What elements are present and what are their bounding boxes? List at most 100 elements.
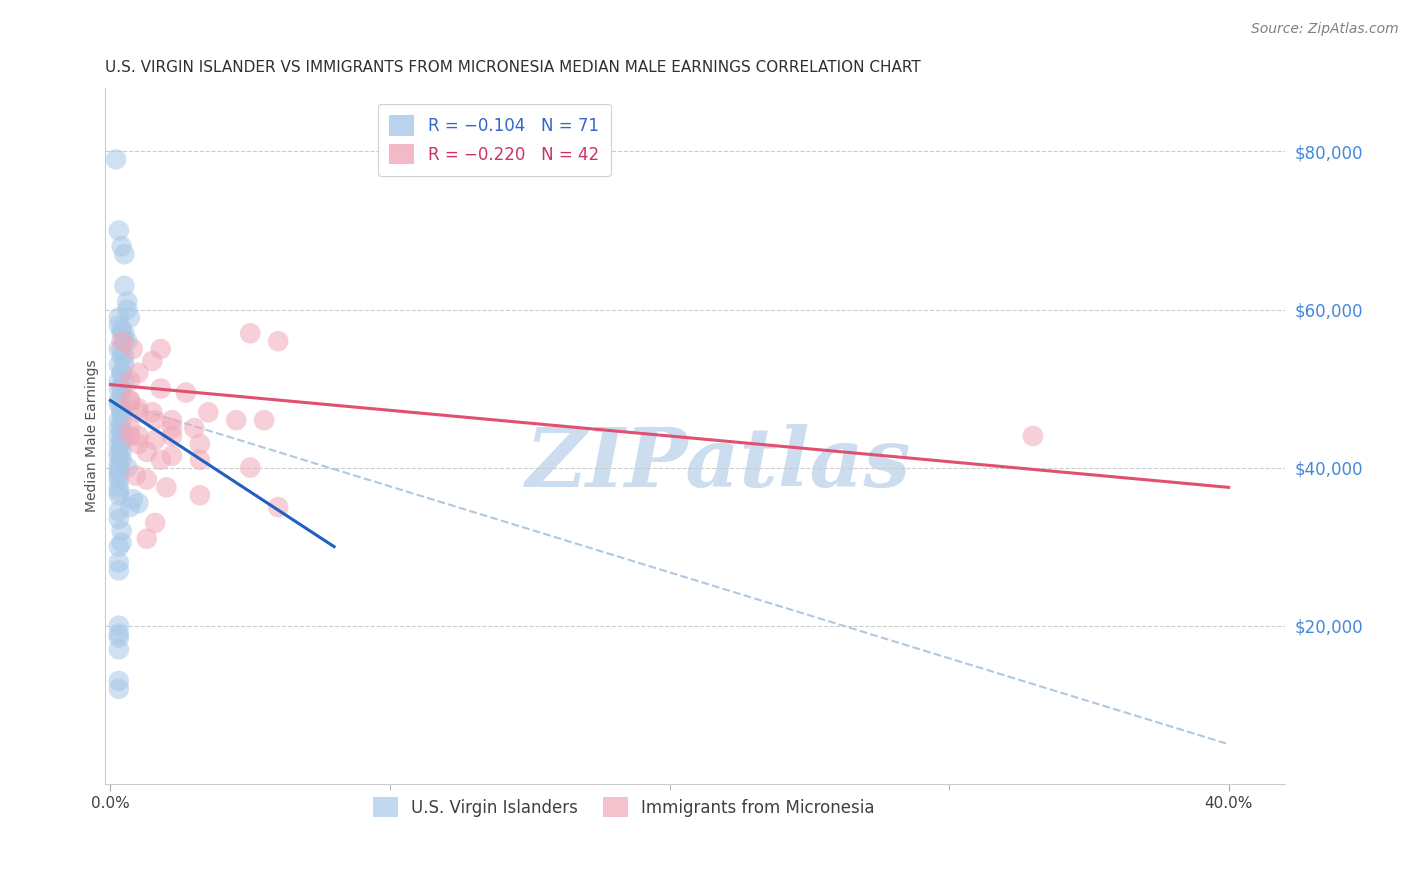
Point xyxy=(108,342,131,356)
Point xyxy=(108,460,131,475)
Point xyxy=(118,310,141,325)
Point xyxy=(111,433,134,447)
Point xyxy=(124,468,146,483)
Point xyxy=(108,473,131,487)
Point xyxy=(118,374,141,388)
Point xyxy=(112,247,135,261)
Y-axis label: Median Male Earnings: Median Male Earnings xyxy=(86,359,100,512)
Point xyxy=(112,358,135,372)
Point xyxy=(143,413,166,427)
Point xyxy=(127,401,149,416)
Point xyxy=(108,413,131,427)
Point xyxy=(118,500,141,515)
Point xyxy=(108,223,131,237)
Point xyxy=(108,465,131,479)
Point xyxy=(108,484,131,499)
Point xyxy=(105,153,128,167)
Point xyxy=(111,445,134,459)
Point xyxy=(197,405,219,419)
Point xyxy=(108,429,131,443)
Point xyxy=(108,673,131,688)
Point xyxy=(115,334,138,348)
Point xyxy=(108,318,131,333)
Text: ZIPatlas: ZIPatlas xyxy=(526,424,911,504)
Point xyxy=(118,429,141,443)
Point xyxy=(111,342,134,356)
Point xyxy=(112,374,135,388)
Legend: U.S. Virgin Islanders, Immigrants from Micronesia: U.S. Virgin Islanders, Immigrants from M… xyxy=(366,790,882,824)
Point xyxy=(127,496,149,510)
Point xyxy=(108,358,131,372)
Point xyxy=(118,393,141,408)
Point xyxy=(108,393,131,408)
Point xyxy=(115,460,138,475)
Point xyxy=(188,488,211,502)
Point xyxy=(111,366,134,380)
Point xyxy=(111,382,134,396)
Point xyxy=(111,405,134,419)
Point xyxy=(108,374,131,388)
Point xyxy=(149,452,172,467)
Point xyxy=(188,437,211,451)
Point xyxy=(112,350,135,364)
Point xyxy=(155,480,177,494)
Point xyxy=(108,512,131,526)
Point xyxy=(112,278,135,293)
Point xyxy=(108,556,131,570)
Point xyxy=(108,382,131,396)
Point xyxy=(143,516,166,530)
Point xyxy=(135,473,157,487)
Point xyxy=(1022,429,1045,443)
Point xyxy=(108,626,131,640)
Point xyxy=(108,397,131,411)
Point xyxy=(267,500,290,515)
Point xyxy=(127,405,149,419)
Point xyxy=(108,681,131,696)
Point xyxy=(160,429,183,443)
Point xyxy=(108,631,131,645)
Point xyxy=(108,563,131,577)
Point xyxy=(160,413,183,427)
Point xyxy=(108,488,131,502)
Point xyxy=(267,334,290,348)
Point xyxy=(118,393,141,408)
Point xyxy=(253,413,276,427)
Point xyxy=(111,350,134,364)
Point xyxy=(108,642,131,657)
Point xyxy=(108,437,131,451)
Point xyxy=(160,449,183,463)
Point xyxy=(160,421,183,435)
Point xyxy=(108,310,131,325)
Point xyxy=(108,445,131,459)
Point xyxy=(108,480,131,494)
Point xyxy=(108,421,131,435)
Point xyxy=(174,385,197,400)
Point xyxy=(111,452,134,467)
Text: U.S. VIRGIN ISLANDER VS IMMIGRANTS FROM MICRONESIA MEDIAN MALE EARNINGS CORRELAT: U.S. VIRGIN ISLANDER VS IMMIGRANTS FROM … xyxy=(105,60,921,75)
Point xyxy=(149,382,172,396)
Point xyxy=(111,535,134,549)
Point xyxy=(183,421,205,435)
Point xyxy=(127,366,149,380)
Text: Source: ZipAtlas.com: Source: ZipAtlas.com xyxy=(1251,22,1399,37)
Point xyxy=(111,334,134,348)
Point xyxy=(135,445,157,459)
Point xyxy=(111,239,134,253)
Point xyxy=(111,524,134,538)
Point xyxy=(111,405,134,419)
Point xyxy=(127,429,149,443)
Point xyxy=(111,401,134,416)
Point xyxy=(108,540,131,554)
Point xyxy=(149,342,172,356)
Point xyxy=(111,322,134,336)
Point xyxy=(127,437,149,451)
Point xyxy=(108,449,131,463)
Point xyxy=(111,366,134,380)
Point xyxy=(188,452,211,467)
Point xyxy=(112,334,135,348)
Point xyxy=(111,389,134,403)
Point xyxy=(108,468,131,483)
Point xyxy=(141,405,163,419)
Point xyxy=(239,460,262,475)
Point xyxy=(108,504,131,518)
